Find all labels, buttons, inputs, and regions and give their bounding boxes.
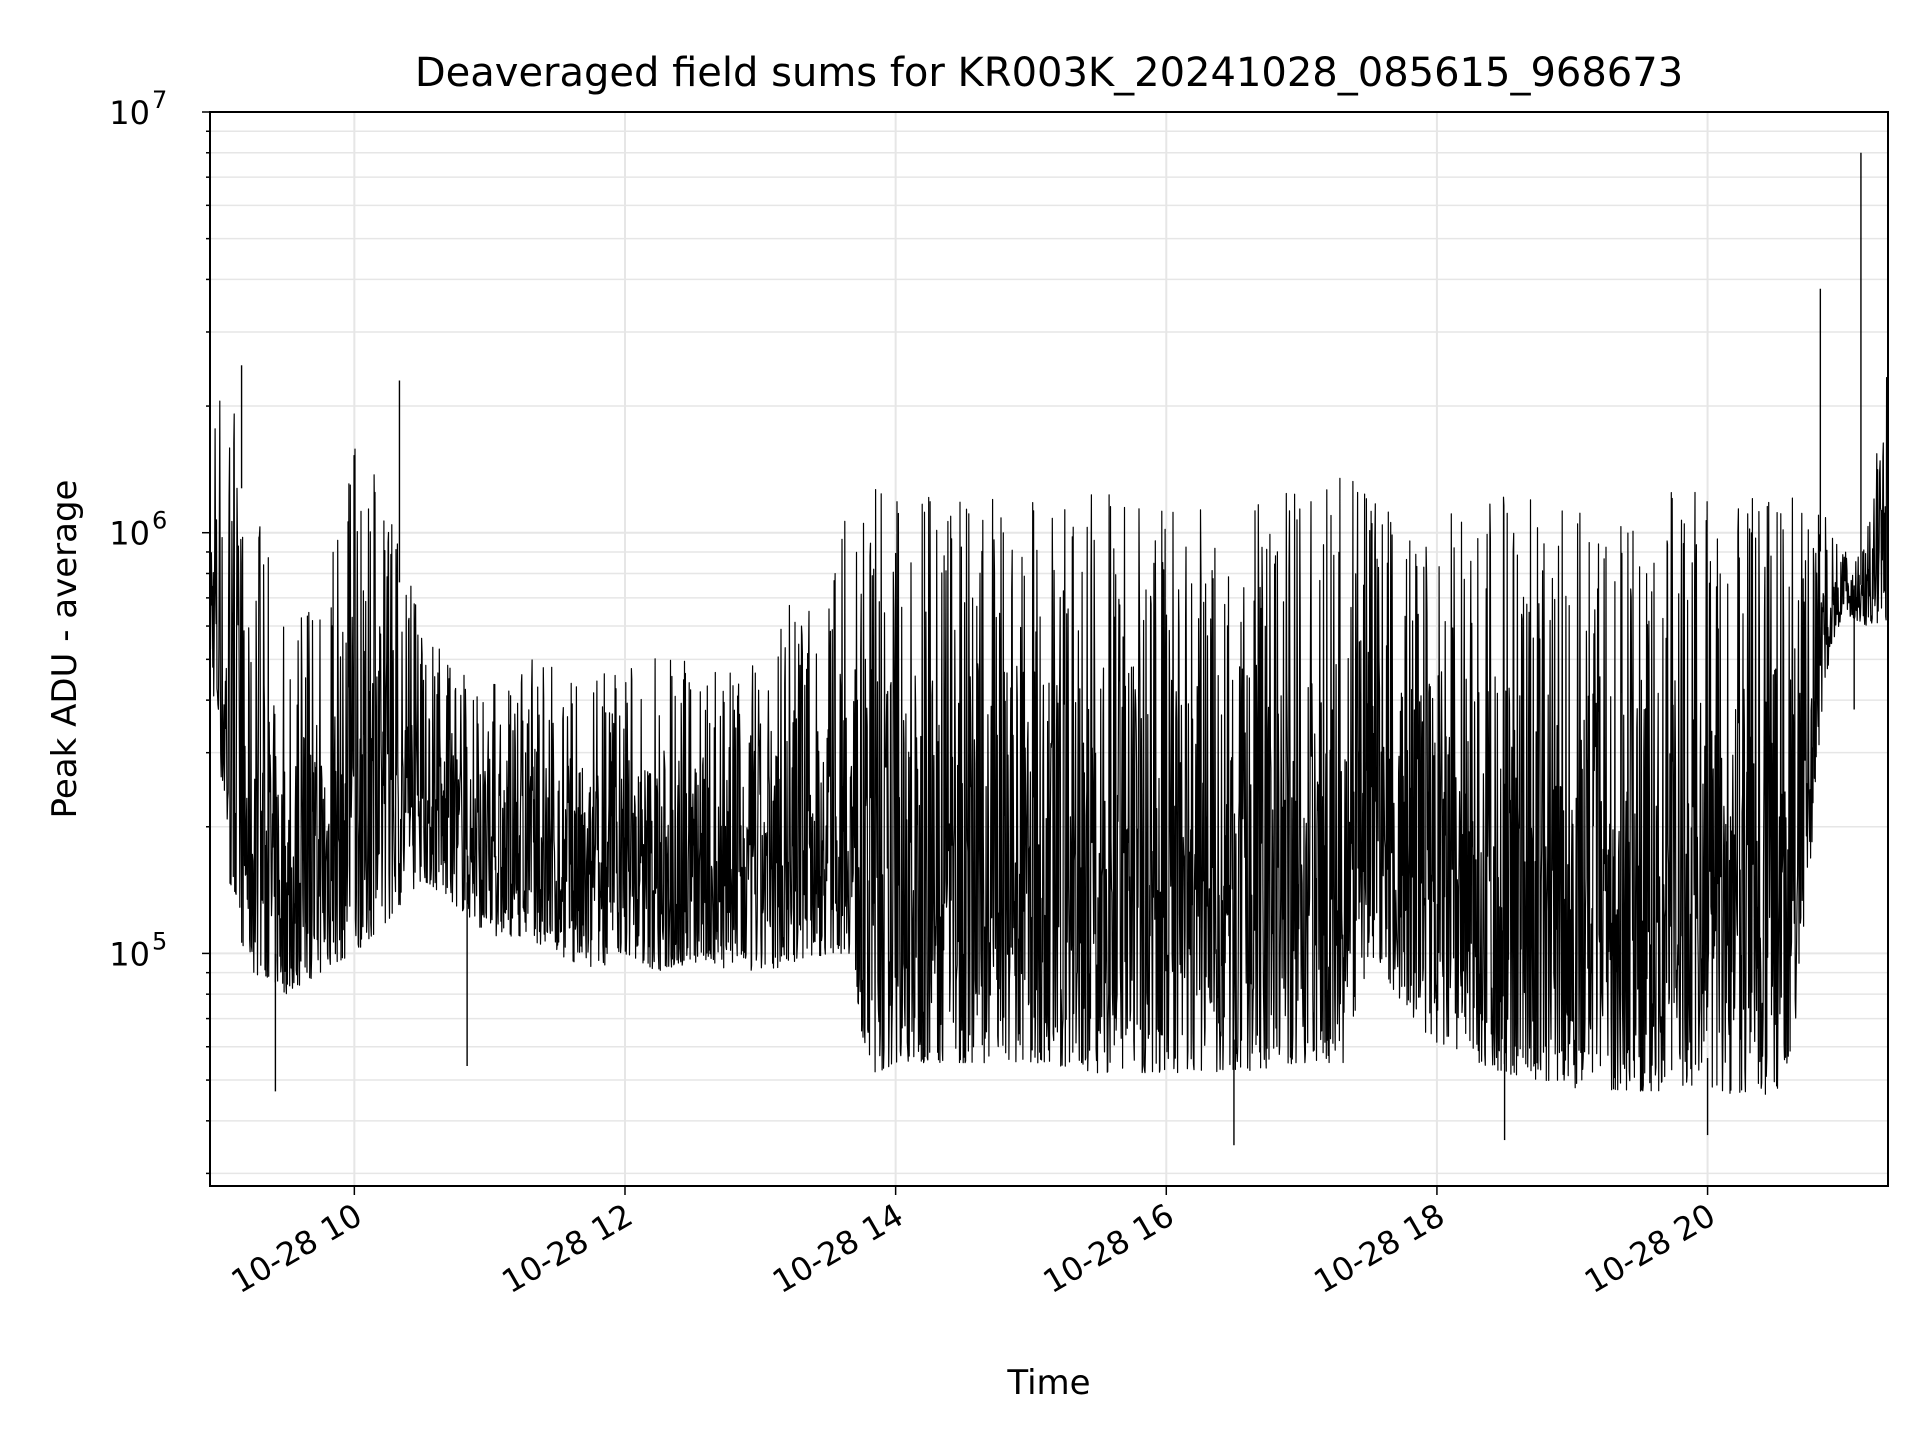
plot-frame bbox=[209, 111, 1889, 1187]
x-axis-label: Time bbox=[1006, 1363, 1090, 1403]
y-tick-label: 10 bbox=[109, 515, 150, 553]
series-line bbox=[209, 377, 1889, 1095]
y-tick-label: 10 bbox=[109, 94, 150, 132]
data-layer bbox=[209, 152, 1889, 1146]
y-axis-label: Peak ADU - average bbox=[45, 480, 85, 819]
y-tick-exponent: 5 bbox=[152, 927, 167, 955]
y-tick-exponent: 7 bbox=[152, 86, 167, 114]
y-tick-exponent: 6 bbox=[152, 507, 167, 535]
y-tick-label: 10 bbox=[109, 935, 150, 973]
chart-title: Deaveraged field sums for KR003K_2024102… bbox=[415, 50, 1683, 96]
